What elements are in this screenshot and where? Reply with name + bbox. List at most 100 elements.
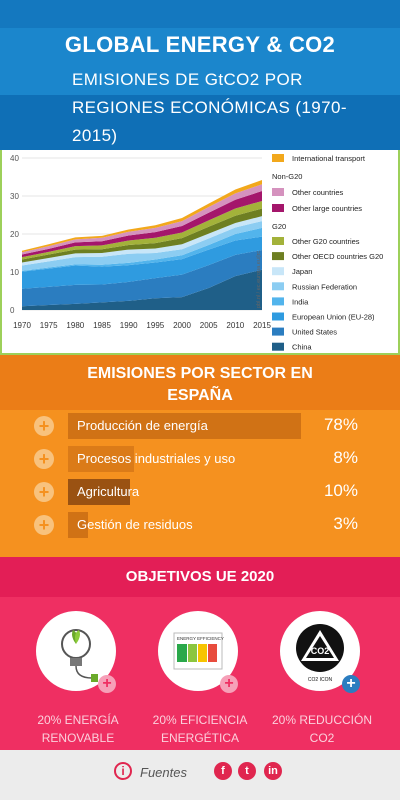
legend-label: China <box>292 343 312 352</box>
legend-group-label: G20 <box>272 222 286 231</box>
legend-swatch <box>272 342 284 351</box>
y-tick-label: 0 <box>10 306 15 315</box>
legend-group-label: Non-G20 <box>272 172 302 181</box>
area-series <box>22 180 262 253</box>
sector-bar <box>68 413 301 439</box>
plus-icon[interactable]: + <box>34 482 54 502</box>
goal-efficiency[interactable]: ENERGY EFFICIENCY + 20% EFICIENCIA ENERG… <box>140 611 260 745</box>
legend-label: Other OECD countries G20 <box>292 252 383 261</box>
co2-caption: CO2 ICON <box>308 677 333 683</box>
legend-label: International transport <box>292 154 366 163</box>
sector-percent: 10% <box>323 481 358 500</box>
area-series <box>22 191 262 258</box>
linkedin-icon[interactable]: in <box>264 762 282 780</box>
sector-row[interactable]: + Producción de energía 78% <box>0 411 400 441</box>
legend-label: Japan <box>292 267 312 276</box>
x-tick-label: 2005 <box>200 321 218 330</box>
co2-triangle-icon: CO2 CO2 ICON <box>296 624 344 683</box>
emissions-chart: 0 10 20 30 40 1970 1975 1980 1985 1990 1995 2000 200… <box>0 150 400 355</box>
sector-percent: 3% <box>333 514 358 533</box>
efficiency-label-text: ENERGY EFFICIENCY <box>177 636 224 641</box>
emissions-area-chart: 0 10 20 30 40 1970 1975 1980 1985 1990 1995 2000 200… <box>10 154 383 352</box>
area-series <box>22 216 262 266</box>
x-tick-label: 1970 <box>13 321 31 330</box>
bulb-plug-icon <box>61 629 98 682</box>
legend-swatch <box>272 188 284 196</box>
legend-swatch <box>272 252 284 261</box>
legend-label: United States <box>292 328 337 337</box>
sector-label: Gestión de residuos <box>77 517 193 532</box>
area-series <box>22 200 262 260</box>
sector-bar <box>68 512 88 538</box>
y-tick-label: 40 <box>10 154 19 163</box>
info-icon[interactable]: i <box>114 762 132 780</box>
facebook-icon[interactable]: f <box>214 762 232 780</box>
sector-row[interactable]: + Gestión de residuos 3% <box>0 510 400 540</box>
x-tick-label: 1990 <box>120 321 138 330</box>
source-note: pbl.nl / ec.europa.eu/jrc <box>256 251 262 308</box>
sector-label: Agricultura <box>77 484 140 499</box>
sector-percent: 78% <box>323 415 358 434</box>
sources-link[interactable]: Fuentes <box>140 765 187 780</box>
goal-renewable[interactable]: + 20% ENERGÍA RENOVABLE <box>18 611 138 745</box>
legend-swatch <box>272 312 284 321</box>
plus-icon[interactable]: + <box>34 449 54 469</box>
sector-header: EMISIONES POR SECTOR EN ESPAÑA <box>0 355 400 410</box>
twitter-icon[interactable]: t <box>238 762 256 780</box>
header: GLOBAL ENERGY & CO2 EMISIONES DE GtCO2 P… <box>0 0 400 150</box>
legend-label: Other G20 countries <box>292 237 360 246</box>
page-subtitle: EMISIONES DE GtCO2 POR REGIONES ECONÓMIC… <box>72 70 347 145</box>
area-series <box>22 249 262 307</box>
x-tick-label: 1975 <box>40 321 58 330</box>
legend-swatch <box>272 297 284 306</box>
legend-swatch <box>272 204 284 212</box>
area-series <box>22 184 262 255</box>
plus-icon[interactable]: + <box>34 515 54 535</box>
area-series <box>22 227 262 272</box>
legend-swatch <box>272 267 284 276</box>
plus-icon[interactable]: + <box>34 416 54 436</box>
legend-swatch <box>272 282 284 291</box>
energy-efficiency-label-icon: ENERGY EFFICIENCY <box>173 632 224 670</box>
area-series <box>22 208 262 263</box>
footer: i Fuentes f t in <box>0 750 400 800</box>
y-tick-label: 10 <box>10 268 19 277</box>
area-series <box>22 221 262 271</box>
legend-label: Other countries <box>292 188 344 197</box>
sector-section: EMISIONES POR SECTOR EN ESPAÑA + Producc… <box>0 355 400 557</box>
goal-label: 20% REDUCCIÓN CO2 <box>271 713 373 745</box>
co2-text: CO2 <box>311 646 330 656</box>
x-tick-label: 2015 <box>253 321 271 330</box>
legend-swatch <box>272 154 284 162</box>
legend-swatch <box>272 327 284 336</box>
sector-bar <box>68 479 130 505</box>
objectives-section: OBJETIVOS UE 2020 + 20% ENERGÍA RENOVABL… <box>0 557 400 750</box>
y-tick-label: 20 <box>10 230 19 239</box>
goal-image <box>36 611 116 691</box>
goal-co2[interactable]: CO2 CO2 ICON + 20% REDUCCIÓN CO2 <box>262 611 382 745</box>
plus-icon[interactable]: + <box>220 675 238 693</box>
plus-icon[interactable]: + <box>342 675 360 693</box>
sector-bar <box>68 446 134 472</box>
goal-label: 20% EFICIENCIA ENERGÉTICA <box>152 713 248 745</box>
objectives-title: OBJETIVOS UE 2020 <box>125 568 275 585</box>
sector-title: EMISIONES POR SECTOR EN ESPAÑA <box>87 365 313 404</box>
goal-label: 20% ENERGÍA RENOVABLE <box>37 713 119 745</box>
y-tick-label: 30 <box>10 192 19 201</box>
x-tick-label: 1980 <box>66 321 84 330</box>
area-series <box>22 269 262 310</box>
sector-label: Procesos industriales y uso <box>77 451 236 466</box>
x-tick-label: 1995 <box>146 321 164 330</box>
legend-label: European Union (EU-28) <box>292 313 375 322</box>
sector-row[interactable]: + Agricultura 10% <box>0 477 400 507</box>
x-tick-label: 2010 <box>226 321 244 330</box>
x-tick-label: 1985 <box>93 321 111 330</box>
legend-label: Russian Federation <box>292 282 357 291</box>
sector-percent: 8% <box>333 448 358 467</box>
sector-label: Producción de energía <box>77 418 208 433</box>
sector-row[interactable]: + Procesos industriales y uso 8% <box>0 444 400 474</box>
legend-swatch <box>272 237 284 245</box>
area-series <box>22 236 262 289</box>
plus-icon[interactable]: + <box>98 675 116 693</box>
